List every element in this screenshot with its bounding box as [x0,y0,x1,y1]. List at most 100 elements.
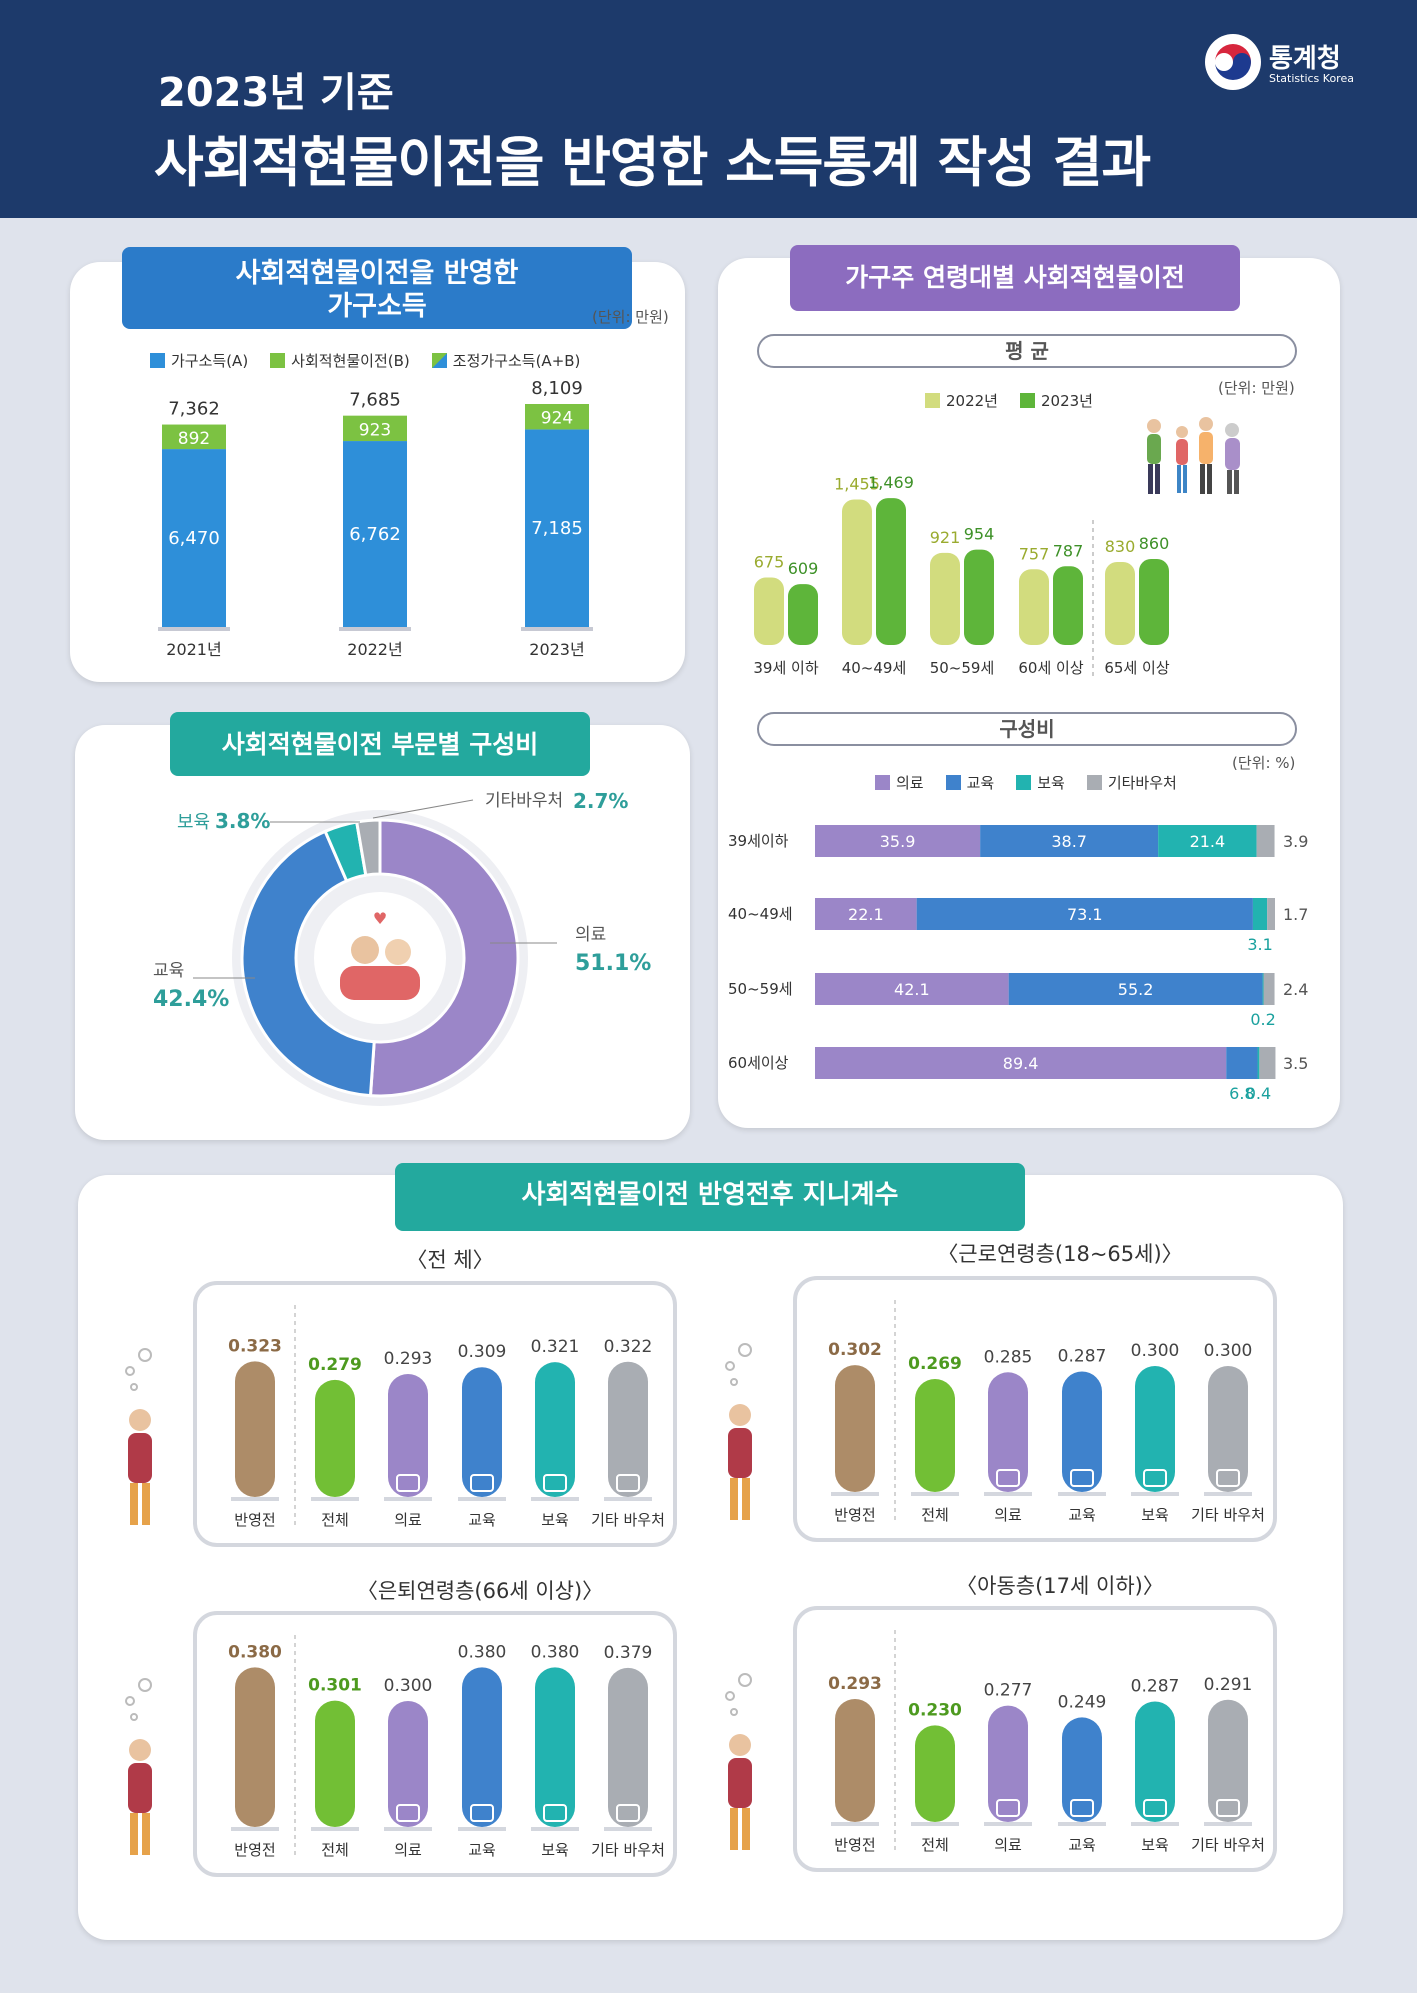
bar-segment-보육 [1158,825,1257,857]
data-label-income: 6,470 [168,528,220,549]
category-icon [470,1474,494,1492]
legend-composition: 의료 교육 보육 기타바우처 [875,772,1177,793]
x-tick-label: 60세 이상 [1018,659,1083,677]
thought-bubble [138,1678,152,1692]
bar-base [911,1492,959,1496]
person-leg [730,1478,738,1520]
bar-2023 [1053,566,1083,645]
x-tick-label: 교육 [1068,1836,1096,1854]
bar-base [311,1827,359,1831]
data-label-segment: 21.4 [1190,832,1226,851]
thought-bubble [130,1383,138,1391]
category-icon [1216,1469,1240,1487]
category-icon [1143,1469,1167,1487]
x-tick-label: 전체 [921,1836,949,1854]
person-leg [730,1808,738,1850]
unit-label: (단위: 만원) [592,308,669,326]
data-label-2022: 757 [1019,544,1050,563]
data-label-2022: 921 [930,528,961,547]
category-icon [396,1804,420,1822]
person-head [129,1409,151,1431]
person-head [729,1404,751,1426]
donut-slice-교육 [240,829,376,1098]
label-edu-value: 42.4% [153,987,229,1012]
x-tick-label: 2021년 [166,640,221,659]
x-tick-label: 의료 [994,1506,1022,1524]
data-label-2023: 609 [788,559,819,578]
bar-base [231,1497,279,1501]
gini-data-label: 0.321 [531,1337,580,1357]
x-tick-label: 의료 [994,1836,1022,1854]
data-label-other: 1.7 [1283,905,1308,924]
gini-bar [1062,1371,1102,1492]
category-icon [616,1804,640,1822]
data-label-small: 0.2 [1250,1010,1275,1029]
person-body [728,1428,752,1478]
header-subtitle: 2023년 기준 [158,70,394,116]
x-tick-label: 반영전 [234,1511,275,1529]
bar-transfer [525,404,589,430]
unit-label-comp: (단위: %) [1232,754,1296,772]
bar-2022 [842,499,872,645]
gini-data-label: 0.279 [308,1355,362,1375]
x-tick-label: 40~49세 [842,659,907,677]
gini-data-label: 0.300 [1131,1341,1180,1361]
bar-segment-의료 [815,825,981,857]
legend-item: 사회적현물이전(B) [270,350,410,371]
logo-english-name: Statistics Korea [1269,72,1354,85]
thought-bubble [738,1673,752,1687]
age-group-title: 가구주 연령대별 사회적현물이전 [845,263,1185,292]
label-other-value: 2.7% [573,789,628,813]
bar-segment-기타바우처 [1259,1047,1276,1079]
gini-bar [388,1373,428,1497]
data-label-2023: 954 [964,525,995,544]
bar-base [158,627,230,631]
gini-data-label: 0.285 [984,1347,1033,1367]
data-label-small: 0.4 [1246,1084,1271,1103]
person-head [729,1734,751,1756]
label-medical-name: 의료 [575,925,606,945]
y-tick-label: 39세이하 [728,832,789,850]
bar-segment-기타바우처 [1267,898,1275,930]
x-tick-label: 의료 [394,1511,422,1529]
y-tick-label: 40~49세 [728,905,793,923]
person-leg [142,1483,150,1525]
category-icon [996,1799,1020,1817]
pill-composition: 구성비 [757,712,1297,746]
gini-subtitle-working: 〈근로연령층(18~65세)〉 [937,1242,1183,1266]
gini-data-label: 0.300 [384,1676,433,1696]
pill-average: 평 균 [757,334,1297,368]
x-tick-label: 기타 바우처 [591,1841,665,1859]
gini-bar [608,1361,648,1497]
gini-bar [315,1379,355,1497]
legend-item: 보육 [1016,772,1065,793]
gini-title: 사회적현물이전 반영전후 지니계수 [521,1180,899,1210]
bar-segment-교육 [1008,973,1263,1005]
bar-base [1131,1822,1179,1826]
bar-base [984,1492,1032,1496]
taegeuk-icon [1205,34,1261,90]
bar-segment-교육 [980,825,1159,857]
bar-base [984,1822,1032,1826]
gini-subtitle-children: 〈아동층(17세 이하)〉 [956,1574,1164,1598]
category-icon [1216,1799,1240,1817]
donut-slice-의료 [368,818,520,1098]
person-leg [130,1483,138,1525]
data-label-small: 6.8 [1229,1084,1254,1103]
bar-base [458,1827,506,1831]
legend-years: 2022년 2023년 [925,390,1093,411]
thought-bubble [730,1708,738,1716]
data-label-income: 7,185 [531,518,583,539]
x-tick-label: 의료 [394,1841,422,1859]
composition-stacked-bar-chart: 39세이하 35.9 38.7 21.4 3.9 40~49세 22.1 73.1 3.1 1.7… [728,825,1308,1103]
gini-data-label: 0.293 [828,1674,882,1694]
bar-base [1058,1492,1106,1496]
bar-segment-교육 [1226,1047,1258,1079]
thought-bubble [730,1378,738,1386]
gini-bar [1135,1366,1175,1492]
category-icon [1070,1799,1094,1817]
bar-base [521,627,593,631]
bar-base [604,1497,652,1501]
gini-bar [235,1667,275,1827]
data-label-segment: 89.4 [1003,1054,1039,1073]
